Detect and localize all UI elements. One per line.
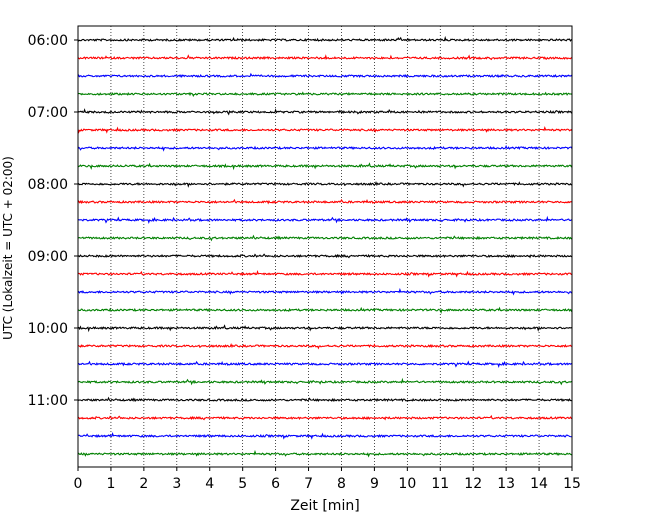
x-tick-label: 13: [497, 476, 515, 492]
x-tick-label: 0: [74, 476, 83, 492]
x-tick-label: 5: [238, 476, 247, 492]
trace-1130: [77, 431, 573, 440]
trace-1100: [77, 396, 573, 403]
x-tick-label: 11: [431, 476, 449, 492]
trace-1115: [77, 414, 573, 421]
x-tick-label: 6: [271, 476, 280, 492]
trace-0630: [77, 72, 573, 79]
trace-0930: [77, 287, 573, 296]
trace-1030: [77, 360, 573, 368]
x-tick-label: 4: [205, 476, 214, 492]
y-axis-ticks: 06:00 07:00 08:00 09:00 10:00 11:00: [28, 33, 78, 409]
trace-0645: [77, 91, 573, 97]
trace-0700: [77, 108, 573, 116]
x-tick-label: 1: [106, 476, 115, 492]
y-tick-label: 09:00: [28, 249, 68, 265]
trace-0745: [77, 162, 573, 171]
x-tick-label: 7: [304, 476, 313, 492]
trace-0815: [77, 198, 573, 205]
trace-0845: [77, 234, 573, 242]
y-tick-label: 07:00: [28, 105, 68, 121]
trace-0915: [77, 269, 573, 278]
trace-0945: [77, 306, 573, 315]
x-tick-label: 8: [337, 476, 346, 492]
grid-lines: [110, 26, 540, 467]
trace-1000: [77, 324, 573, 333]
y-tick-label: 11:00: [28, 393, 68, 409]
trace-0615: [77, 54, 573, 61]
x-tick-label: 3: [172, 476, 181, 492]
x-tick-label: 2: [139, 476, 148, 492]
x-axis-ticks: 0 1 2 3 4 5 6 7 8 9 10 11 12 13 14 15: [74, 467, 581, 492]
x-tick-label: 15: [563, 476, 581, 492]
y-tick-label: 10:00: [28, 321, 68, 337]
trace-0900: [77, 253, 573, 259]
trace-0715: [77, 126, 573, 134]
trace-1145: [77, 449, 573, 458]
y-tick-label: 08:00: [28, 177, 68, 193]
plot-frame: [77, 25, 573, 468]
y-axis-label: UTC (Lokalzeit = UTC + 02:00): [1, 156, 15, 340]
trace-0800: [77, 180, 573, 188]
x-tick-label: 9: [370, 476, 379, 492]
x-tick-label: 10: [398, 476, 416, 492]
y-tick-label: 06:00: [28, 33, 68, 49]
trace-1015: [77, 342, 573, 350]
trace-0600: [77, 35, 573, 43]
trace-0830: [77, 215, 573, 224]
trace-1045: [77, 377, 573, 386]
x-tick-label: 12: [464, 476, 482, 492]
traces: [77, 35, 573, 458]
trace-0730: [77, 144, 573, 152]
x-axis-label: Zeit [min]: [290, 498, 359, 514]
x-tick-label: 14: [530, 476, 548, 492]
